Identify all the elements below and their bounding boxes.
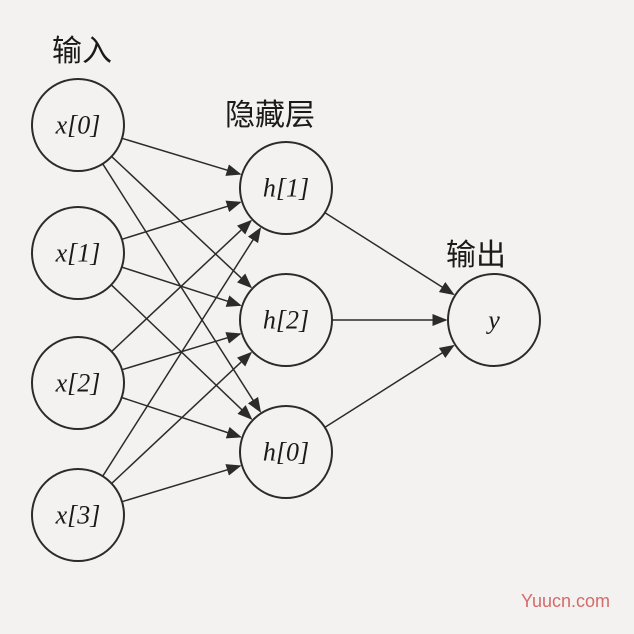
node-label: h[2] xyxy=(263,306,309,335)
edge xyxy=(103,164,261,412)
node-label: x[0] xyxy=(55,111,101,140)
edge xyxy=(122,466,240,502)
edge xyxy=(325,213,454,295)
nodes: x[0] x[1] x[2] x[3] h[1] h[2] h[0] y xyxy=(32,79,540,561)
edge xyxy=(112,156,251,287)
edge xyxy=(325,346,454,428)
node-label: x[3] xyxy=(55,501,101,530)
edge xyxy=(112,221,251,352)
node-label: x[2] xyxy=(55,369,101,398)
neural-network-diagram: x[0] x[1] x[2] x[3] h[1] h[2] h[0] y xyxy=(0,0,634,634)
edge xyxy=(103,229,261,477)
edge xyxy=(122,138,240,174)
node-label: y xyxy=(485,306,500,335)
node-label: h[1] xyxy=(263,174,309,203)
layer-label-input: 输入 xyxy=(52,26,112,70)
layer-label-hidden: 隐藏层 xyxy=(225,90,315,134)
node-label: x[1] xyxy=(55,239,101,268)
watermark: Yuucn.com xyxy=(521,591,610,612)
layer-label-output: 输出 xyxy=(446,230,506,274)
edge xyxy=(112,353,251,484)
node-label: h[0] xyxy=(263,438,309,467)
